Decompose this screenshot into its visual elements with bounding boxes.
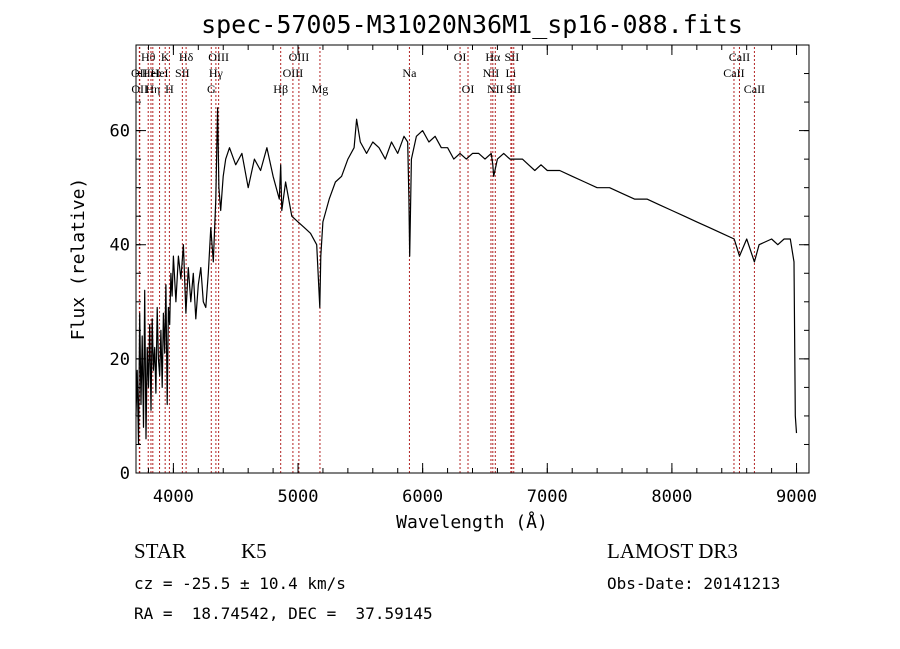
y-axis-label: Flux (relative) <box>68 178 89 341</box>
marker-label: OIII <box>283 66 304 80</box>
marker-label: Hβ <box>273 82 288 96</box>
redshift-text: cz = -25.5 ± 10.4 km/s <box>134 574 346 593</box>
plot-frame <box>135 44 810 474</box>
marker-label: Li <box>506 66 517 80</box>
marker-label: Hθ <box>141 50 156 64</box>
y-tick-label: 60 <box>110 122 130 142</box>
marker-label: CaII <box>729 50 750 64</box>
marker-label: Hδ <box>179 50 194 64</box>
chart-title: spec-57005-M31020N36M1_sp16-088.fits <box>201 10 743 39</box>
marker-label: NII <box>487 82 504 96</box>
y-tick-label: 0 <box>120 464 130 484</box>
marker-label: Mg <box>312 82 329 96</box>
x-tick-label: 9000 <box>776 487 817 507</box>
marker-label: SII <box>175 66 190 80</box>
x-tick-label: 8000 <box>651 487 692 507</box>
marker-label: G <box>207 82 216 96</box>
marker-label: SII <box>505 50 520 64</box>
marker-label: Hη <box>145 82 160 96</box>
survey-name: LAMOST DR3 <box>607 539 738 563</box>
marker-label: CaII <box>723 66 744 80</box>
spectrum-line <box>135 107 798 446</box>
x-tick-label: 4000 <box>153 487 194 507</box>
y-tick-label: 20 <box>110 350 130 370</box>
marker-label: OI <box>454 50 467 64</box>
axis-ticks: 4000 5000 6000 7000 8000 9000 0 20 40 60 <box>110 44 817 507</box>
line-markers: OIIOIIHθHeIHηHeIKHSIIHδGHγOIIIHβOIIIOIII… <box>131 47 765 473</box>
marker-label: K <box>161 50 170 64</box>
marker-label: OIII <box>289 50 310 64</box>
coordinates-text: RA = 18.74542, DEC = 37.59145 <box>134 604 433 623</box>
marker-label: NII <box>483 66 500 80</box>
marker-label: HeI <box>151 66 169 80</box>
marker-label: OIII <box>208 50 229 64</box>
marker-label: Na <box>402 66 417 80</box>
marker-label: OI <box>462 82 475 96</box>
x-tick-label: 6000 <box>402 487 443 507</box>
marker-label: Hα <box>485 50 501 64</box>
object-class: STAR <box>134 539 186 563</box>
y-tick-label: 40 <box>110 236 130 256</box>
obs-date-text: Obs-Date: 20141213 <box>607 574 781 593</box>
x-tick-label: 5000 <box>278 487 319 507</box>
marker-label: H <box>165 82 174 96</box>
marker-label: HeI <box>142 66 160 80</box>
x-axis-label: Wavelength (Å) <box>396 511 548 533</box>
series-layer <box>135 107 798 446</box>
object-subclass: K5 <box>241 539 267 563</box>
marker-label: Hγ <box>209 66 224 80</box>
x-tick-label: 7000 <box>527 487 568 507</box>
marker-label: CaII <box>744 82 765 96</box>
marker-label: SII <box>506 82 521 96</box>
